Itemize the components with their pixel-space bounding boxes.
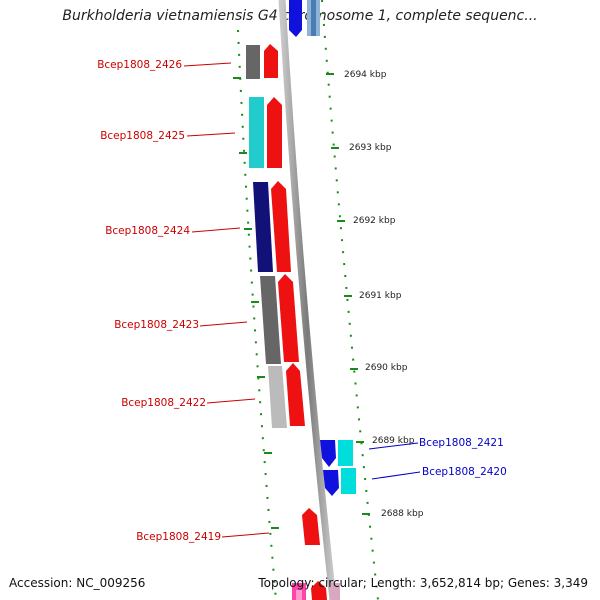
feature-box bbox=[338, 440, 353, 466]
leader-line bbox=[191, 227, 241, 233]
leader-line bbox=[368, 442, 419, 450]
summary-text: Topology: circular; Length: 3,652,814 bp… bbox=[258, 576, 588, 590]
partial-features-bottom bbox=[292, 581, 340, 600]
gene-bcep1808-2424[interactable] bbox=[253, 181, 291, 272]
gene-label[interactable]: Bcep1808_2419 bbox=[136, 531, 221, 543]
partial-gene-arrow bbox=[289, 0, 302, 37]
gene-arrow bbox=[271, 181, 291, 272]
feature-box bbox=[253, 182, 273, 272]
gene-label[interactable]: Bcep1808_2423 bbox=[114, 319, 199, 331]
tick-marks bbox=[233, 73, 370, 529]
gene-label[interactable]: Bcep1808_2425 bbox=[100, 130, 185, 142]
gene-arrow bbox=[264, 44, 278, 78]
partial-feature-box bbox=[311, 0, 316, 36]
gene-labels: Bcep1808_2426 Bcep1808_2425 Bcep1808_242… bbox=[97, 59, 507, 543]
accession-text: Accession: NC_009256 bbox=[9, 576, 146, 590]
gene-label[interactable]: Bcep1808_2420 bbox=[422, 466, 507, 478]
partial-feature-box bbox=[330, 583, 340, 600]
leader-lines bbox=[183, 62, 421, 538]
feature-box bbox=[249, 97, 264, 168]
leader-line bbox=[186, 132, 236, 137]
feature-box bbox=[341, 468, 356, 494]
inner-guide-curve bbox=[237, 29, 277, 600]
gene-bcep1808-2423[interactable] bbox=[260, 274, 299, 364]
gene-arrow bbox=[286, 363, 305, 426]
partial-gene-arrow bbox=[311, 581, 327, 600]
gene-label[interactable]: Bcep1808_2424 bbox=[105, 225, 190, 237]
gene-arrow bbox=[320, 440, 336, 467]
feature-box bbox=[246, 45, 260, 79]
gene-label[interactable]: Bcep1808_2421 bbox=[419, 437, 504, 449]
genome-backbone bbox=[278, 0, 337, 600]
leader-line bbox=[371, 471, 421, 480]
outer-guide-curve bbox=[321, 0, 379, 600]
partial-features-top bbox=[289, 0, 320, 37]
gene-bcep1808-2420[interactable] bbox=[323, 468, 356, 496]
gene-bcep1808-2421[interactable] bbox=[320, 440, 353, 467]
gene-label[interactable]: Bcep1808_2422 bbox=[121, 397, 206, 409]
feature-box bbox=[268, 366, 287, 428]
gene-arrow bbox=[323, 470, 339, 496]
gene-arrow bbox=[302, 508, 320, 545]
kbp-label: 2688 kbp bbox=[381, 509, 424, 519]
gene-bcep1808-2419[interactable] bbox=[302, 508, 320, 545]
kbp-label: 2690 kbp bbox=[365, 363, 408, 373]
kbp-label: 2692 kbp bbox=[353, 216, 396, 226]
partial-feature-box bbox=[296, 590, 302, 600]
kbp-label: 2689 kbp bbox=[372, 436, 415, 446]
kbp-labels: 2694 kbp 2693 kbp 2692 kbp 2691 kbp 2690… bbox=[344, 70, 424, 519]
gene-bcep1808-2422[interactable] bbox=[268, 363, 305, 428]
gene-bcep1808-2425[interactable] bbox=[249, 97, 282, 168]
gene-arrow bbox=[267, 97, 282, 168]
leader-line bbox=[199, 321, 248, 327]
leader-line bbox=[206, 398, 256, 404]
leader-line bbox=[183, 62, 232, 67]
kbp-label: 2691 kbp bbox=[359, 291, 402, 301]
gene-bcep1808-2426[interactable] bbox=[246, 44, 278, 79]
leader-line bbox=[221, 532, 270, 538]
gene-label[interactable]: Bcep1808_2426 bbox=[97, 59, 182, 71]
feature-box bbox=[260, 276, 281, 364]
kbp-label: 2693 kbp bbox=[349, 143, 392, 153]
gene-arrow bbox=[278, 274, 299, 362]
kbp-label: 2694 kbp bbox=[344, 70, 387, 80]
